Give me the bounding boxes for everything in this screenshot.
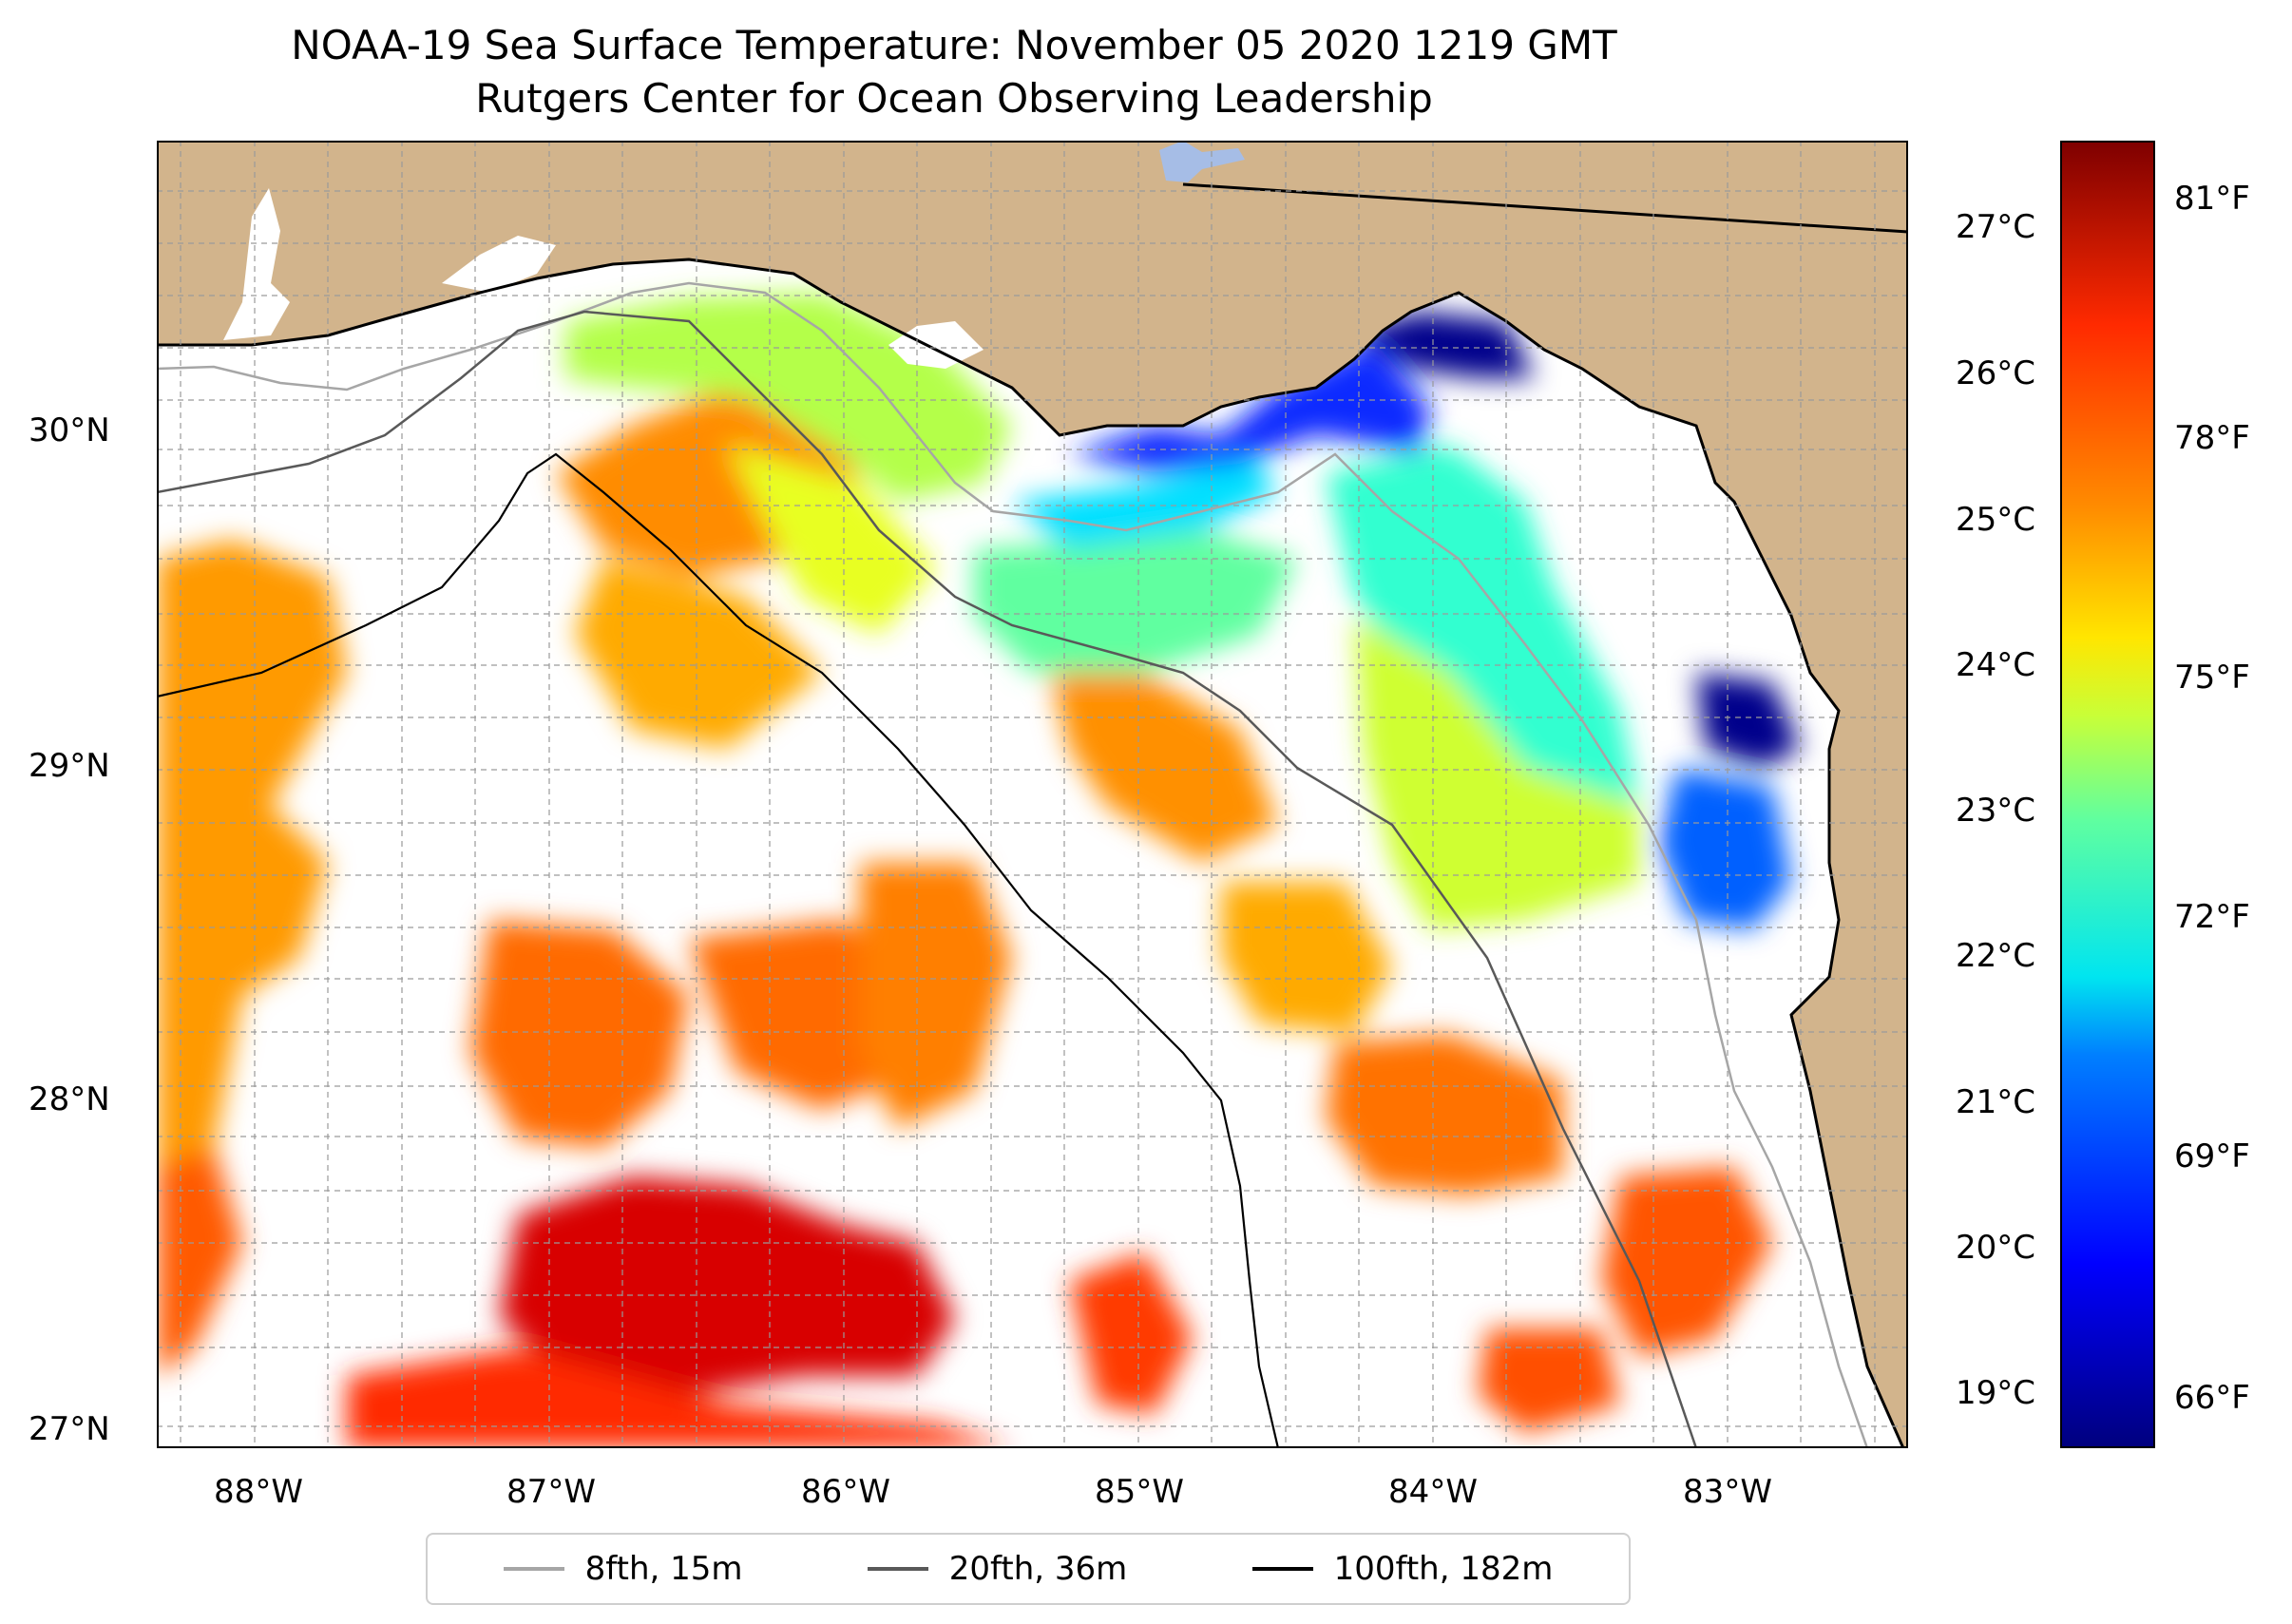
map-title: NOAA-19 Sea Surface Temperature: Novembe… (291, 22, 1617, 68)
lon-tick-label: 88°W (214, 1473, 303, 1511)
sst-patch (1478, 1328, 1620, 1433)
colorbar-celsius-label: 26°C (1955, 354, 2035, 392)
bay-cutout (223, 188, 290, 340)
colorbar-celsius-label: 23°C (1955, 792, 2035, 830)
sst-patch (1069, 340, 1430, 473)
colorbar-celsius-label: 27°C (1955, 208, 2035, 246)
legend-line-icon (867, 1567, 928, 1571)
legend-item-8fth: 8fth, 15m (503, 1550, 743, 1588)
colorbar-fahrenheit-label: 69°F (2174, 1137, 2250, 1175)
colorbar-fahrenheit-label: 72°F (2174, 898, 2250, 936)
sst-patch (1354, 312, 1535, 378)
land-panhandle (157, 141, 1908, 1448)
legend-item-20fth: 20fth, 36m (867, 1550, 1128, 1588)
lat-tick-label: 30°N (29, 411, 110, 449)
lat-tick-label: 28°N (29, 1080, 110, 1118)
sst-patch (1326, 445, 1639, 825)
legend-label: 8fth, 15m (584, 1550, 743, 1588)
legend-item-100fth: 100fth, 182m (1251, 1550, 1554, 1588)
gridlines (157, 141, 1908, 1448)
colorbar-celsius-label: 21°C (1955, 1083, 2035, 1121)
sst-patch (1354, 616, 1639, 929)
sst-patch (1050, 673, 1278, 863)
contour-20fth-36m (157, 310, 1698, 1448)
contour-100fth-182m (157, 452, 1280, 1448)
colorbar-fahrenheit-label: 81°F (2174, 180, 2250, 218)
colorbar-fahrenheit-label: 78°F (2174, 419, 2250, 457)
contour-legend: 8fth, 15m 20fth, 36m 100fth, 182m (426, 1533, 1631, 1605)
colorbar-celsius-label: 20°C (1955, 1229, 2035, 1267)
colorbar-celsius-label: 24°C (1955, 646, 2035, 684)
lat-tick-label: 27°N (29, 1410, 110, 1448)
bay-cutout (442, 236, 556, 293)
sst-patch (1221, 882, 1392, 1034)
land-layer (157, 141, 1908, 1448)
map-frame (157, 141, 1908, 1448)
colorbar (2060, 141, 2155, 1448)
map-subtitle: Rutgers Center for Ocean Observing Leade… (475, 75, 1433, 122)
sst-data-layer (157, 293, 1801, 1448)
legend-label: 20fth, 36m (948, 1550, 1128, 1588)
sst-patch (1326, 1034, 1563, 1195)
lon-tick-label: 83°W (1683, 1473, 1772, 1511)
legend-label: 100fth, 182m (1333, 1550, 1554, 1588)
bay-cutout (888, 321, 984, 369)
legend-line-icon (503, 1567, 564, 1571)
lon-tick-label: 85°W (1095, 1473, 1184, 1511)
lon-tick-label: 87°W (506, 1473, 596, 1511)
lake-water-body (1159, 141, 1245, 182)
sst-patch (347, 1347, 1012, 1448)
sst-patch (727, 445, 936, 635)
sst-patch (470, 920, 689, 1148)
legend-line-icon (1251, 1567, 1313, 1571)
colorbar-celsius-label: 25°C (1955, 501, 2035, 539)
sst-patch (157, 540, 347, 1167)
sst-patch (1601, 1167, 1772, 1357)
lat-tick-label: 29°N (29, 747, 110, 785)
sst-patch (157, 1148, 242, 1376)
sst-patch (1658, 768, 1791, 929)
sst-patch (1069, 1252, 1193, 1414)
colorbar-celsius-label: 19°C (1955, 1374, 2035, 1412)
contour-8fth-15m (157, 281, 1869, 1448)
lon-tick-label: 86°W (801, 1473, 890, 1511)
colorbar-celsius-label: 22°C (1955, 937, 2035, 975)
sst-map (157, 141, 1908, 1448)
colorbar-fahrenheit-label: 75°F (2174, 659, 2250, 697)
colorbar-fahrenheit-label: 66°F (2174, 1379, 2250, 1417)
state-border (1182, 182, 1908, 234)
sst-patch (860, 863, 1012, 1129)
sst-patch (499, 1176, 955, 1395)
sst-patch (575, 559, 822, 749)
coastline (157, 258, 1905, 1448)
lon-tick-label: 84°W (1388, 1473, 1478, 1511)
sst-patch (1696, 673, 1801, 768)
